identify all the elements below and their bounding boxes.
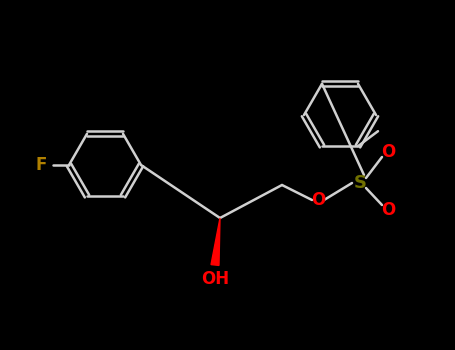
Text: F: F xyxy=(35,156,47,174)
Text: S: S xyxy=(354,174,366,192)
Text: O: O xyxy=(381,201,395,219)
Text: O: O xyxy=(381,143,395,161)
Polygon shape xyxy=(211,218,220,265)
Text: O: O xyxy=(311,191,325,209)
Text: OH: OH xyxy=(201,270,229,288)
